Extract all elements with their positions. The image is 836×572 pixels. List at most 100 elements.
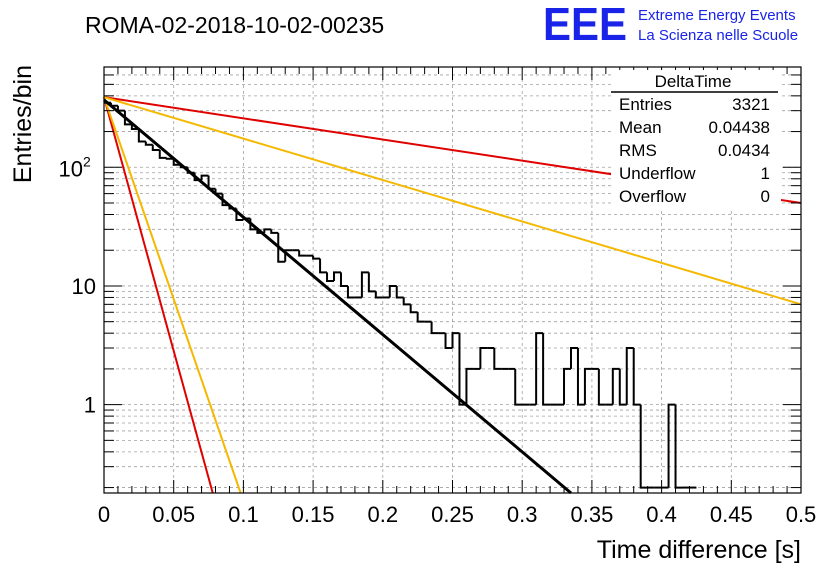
- stats-row-value: 1: [761, 164, 770, 183]
- histogram-bin: [312, 255, 321, 260]
- eee-logo: EEE: [543, 0, 627, 50]
- x-tick-label: 0.4: [646, 502, 677, 527]
- histogram-bin: [395, 285, 404, 299]
- histogram-bin: [674, 404, 683, 489]
- histogram-bin: [576, 348, 585, 406]
- histogram-bin: [144, 141, 153, 146]
- y-axis-label: Entries/bin: [9, 65, 37, 183]
- histogram-bin: [458, 333, 467, 406]
- histogram-bin: [263, 228, 272, 233]
- histogram-bin: [326, 272, 335, 283]
- histogram-bin: [569, 347, 578, 369]
- histogram-bin: [249, 218, 258, 231]
- histogram-bin: [270, 229, 279, 234]
- histogram-bin: [430, 321, 439, 335]
- histogram-bin: [116, 105, 125, 112]
- histogram-bin: [597, 368, 606, 406]
- histogram-bin: [611, 367, 620, 405]
- histogram-bin: [207, 175, 216, 190]
- stats-row-label: RMS: [619, 141, 657, 160]
- axis-ticks: 0 0.05 0.1 0.15 0.2 0.25 0.3 0.35 0.4 0.45 0.5 1 10 1…: [59, 66, 817, 527]
- stats-row-label: Mean: [619, 118, 662, 137]
- x-tick-label: 0.2: [368, 502, 399, 527]
- histogram-bin: [542, 333, 551, 406]
- histogram-bin: [416, 312, 425, 323]
- stats-row-value: 0: [761, 187, 770, 206]
- histogram-bin: [346, 285, 355, 299]
- histogram-bin: [465, 367, 474, 405]
- org-name: Extreme Energy Events: [638, 7, 796, 24]
- x-tick-label: 0.15: [292, 502, 335, 527]
- histogram-bin: [137, 129, 146, 143]
- fit-line: [103, 98, 572, 495]
- histogram-bin: [123, 110, 132, 126]
- org-subtitle: La Scienza nelle Scuole: [638, 27, 798, 44]
- stats-title: DeltaTime: [655, 72, 732, 91]
- stats-background: [611, 70, 781, 210]
- histogram-bin: [360, 271, 369, 298]
- y-tick-label: 10: [59, 156, 83, 181]
- histogram-bin: [235, 208, 244, 221]
- histogram-bin: [221, 193, 230, 207]
- histogram-bin: [639, 404, 648, 489]
- stats-row-value: 0.0434: [718, 141, 770, 160]
- histogram-bin: [200, 174, 209, 181]
- stats-row-value: 3321: [732, 95, 770, 114]
- histogram-bin: [179, 164, 188, 169]
- x-tick-label: 0.45: [710, 502, 753, 527]
- histogram-bin: [583, 367, 592, 405]
- x-tick-label: 0.1: [228, 502, 259, 527]
- histogram-bin: [256, 229, 265, 234]
- run-title: ROMA-02-2018-10-02-00235: [85, 12, 384, 38]
- histogram-bin: [284, 249, 293, 262]
- histogram-bin: [374, 291, 383, 299]
- stats-box: DeltaTime Entries 3321 Mean 0.04438 RMS 0.043…: [611, 70, 781, 210]
- stats-row-label: Underflow: [619, 164, 696, 183]
- histogram-bin: [563, 367, 571, 405]
- x-tick-label: 0: [98, 502, 110, 527]
- histogram-bin: [514, 368, 523, 406]
- histogram-bin: [625, 347, 634, 405]
- histogram-bin: [228, 205, 237, 210]
- y-tick-exponent: 2: [83, 153, 91, 169]
- histogram-bin: [151, 144, 160, 151]
- histogram-bin: [451, 332, 460, 349]
- histogram-bin: [319, 258, 328, 274]
- histogram-bin: [109, 102, 118, 107]
- histogram-bin: [667, 403, 676, 488]
- histogram-bin: [158, 149, 167, 159]
- x-tick-label: 0.05: [152, 502, 195, 527]
- histogram-bin: [367, 272, 376, 293]
- histogram-bin: [493, 348, 502, 370]
- histogram-bin: [130, 124, 139, 131]
- histogram-bin: [409, 304, 418, 314]
- histogram-bin: [242, 217, 251, 220]
- histogram-bin: [277, 232, 286, 263]
- histogram: [103, 98, 697, 495]
- histogram-bin: [535, 332, 544, 405]
- histogram-bin: [479, 347, 488, 369]
- reference-line: [103, 96, 802, 306]
- histogram-bin: [298, 250, 307, 257]
- histogram-bin: [444, 333, 453, 350]
- histogram-bin: [618, 368, 627, 406]
- reference-line: [103, 96, 214, 494]
- histogram-bin: [165, 157, 174, 160]
- y-tick-label: 10: [72, 274, 96, 299]
- histogram-bin: [339, 272, 348, 287]
- histogram-bin: [632, 348, 641, 406]
- x-tick-label: 0.25: [431, 502, 474, 527]
- histogram-bin: [193, 172, 202, 182]
- histogram-bin: [186, 167, 195, 174]
- x-tick-label: 0.35: [570, 502, 613, 527]
- x-tick-label: 0.5: [786, 502, 817, 527]
- reference-line: [103, 96, 242, 494]
- stats-row-value: 0.04438: [709, 118, 770, 137]
- stats-row-label: Entries: [619, 95, 672, 114]
- x-axis-label: Time difference [s]: [597, 536, 801, 564]
- x-tick-label: 0.3: [507, 502, 538, 527]
- histogram-bin: [214, 188, 223, 195]
- histogram-bin: [172, 158, 181, 166]
- stats-row-label: Overflow: [619, 187, 687, 206]
